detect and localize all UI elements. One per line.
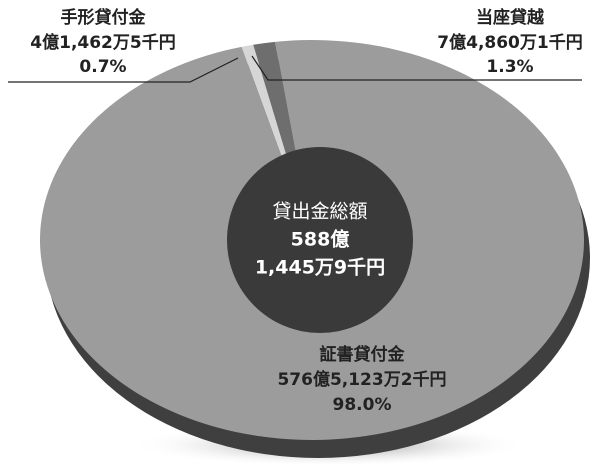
label-percent: 0.7%	[79, 57, 126, 77]
leader-line	[8, 57, 239, 83]
label-amount: 7億4,860万1千円	[437, 32, 582, 53]
label-amount: 576億5,123万2千円	[277, 369, 446, 390]
label-name: 手形貸付金	[61, 7, 147, 28]
center-total: 588億	[291, 228, 350, 251]
label-percent: 1.3%	[486, 57, 533, 77]
center-title: 貸出金総額	[272, 201, 367, 223]
center-disc	[227, 147, 413, 333]
leader-line	[251, 55, 582, 81]
label-name: 証書貸付金	[320, 344, 406, 365]
label-percent: 98.0%	[333, 395, 392, 415]
center-total: 1,445万9千円	[255, 257, 385, 279]
label-name: 当座貸越	[476, 7, 545, 28]
label-amount: 4億1,462万5千円	[30, 32, 175, 53]
